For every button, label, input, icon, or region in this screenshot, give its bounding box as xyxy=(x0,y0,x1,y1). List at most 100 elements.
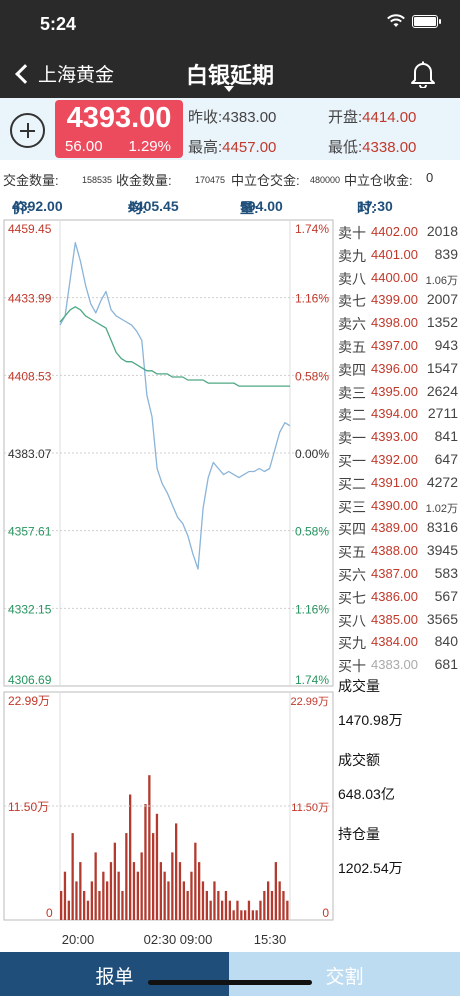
volume-bar xyxy=(106,881,109,920)
order-book-side: 卖一 xyxy=(338,430,366,447)
wifi-icon xyxy=(387,14,405,27)
volume-bar xyxy=(186,891,189,920)
receive-qty-label: 收金数量: xyxy=(116,173,172,188)
volume-bar xyxy=(144,804,147,920)
average-line xyxy=(59,306,290,387)
page-title[interactable]: 白银延期 xyxy=(185,63,274,88)
bell-icon[interactable] xyxy=(410,60,436,88)
volume-bar xyxy=(94,852,97,920)
volume-bar xyxy=(152,833,155,920)
order-book-price: 4384.00 xyxy=(371,634,418,650)
delivery-button[interactable]: 交割 xyxy=(229,952,460,996)
order-book-volume: 840 xyxy=(434,633,458,650)
volume-label: 成交量 xyxy=(338,678,380,694)
volume-bar xyxy=(224,891,228,920)
volume-value: 1470.98万 xyxy=(338,712,403,728)
order-book-volume: 3565 xyxy=(426,610,458,627)
pct-tick-label: 1.74% xyxy=(295,673,329,687)
order-book-row: 买三 4390.00 1.02万 xyxy=(336,494,460,517)
neutral-delivery-label: 中立仓交金: xyxy=(231,173,300,188)
order-book-row: 买五 4388.00 3945 xyxy=(336,539,460,562)
order-book-side: 卖九 xyxy=(338,247,366,264)
order-button[interactable]: 报单 xyxy=(0,952,229,996)
volume-bar xyxy=(217,891,220,920)
volume-bar xyxy=(198,862,201,920)
volume-bar xyxy=(278,881,281,920)
volume-bar xyxy=(209,900,212,920)
order-book-side: 卖二 xyxy=(338,407,366,424)
order-book-price: 4390.00 xyxy=(371,497,418,513)
receive-qty: 170475 xyxy=(195,175,226,185)
order-book-volume: 943 xyxy=(434,337,458,353)
order-book-row: 买六 4387.00 583 xyxy=(336,562,460,585)
order-book-volume: 1352 xyxy=(426,314,458,331)
delivery-qty: 158535 xyxy=(82,175,113,185)
order-book-row: 卖八 4400.00 1.06万 xyxy=(336,266,460,289)
order-book-price: 4391.00 xyxy=(371,474,418,490)
open-price: 开盘:4414.00 xyxy=(328,109,417,126)
order-book-row: 买八 4385.00 3565 xyxy=(336,608,460,631)
price-tick-label: 4408.53 xyxy=(8,369,52,383)
order-book-row: 卖十 4402.00 2018 xyxy=(336,220,460,243)
volume-bar xyxy=(267,881,270,920)
delivery-stats: 交金数量: 158535 收金数量: 170475 中立仓交金: 480000 … xyxy=(0,166,460,192)
pct-tick-label: 1.16% xyxy=(295,602,329,616)
order-book-side: 买二 xyxy=(338,475,366,492)
status-icons xyxy=(386,14,441,28)
volume-bar xyxy=(270,891,274,920)
order-book-row: 买十 4383.00 681 xyxy=(336,653,460,676)
volume-bar xyxy=(86,900,90,920)
add-watchlist-button[interactable] xyxy=(10,113,45,148)
volume-bar xyxy=(259,900,262,920)
amount-label: 成交额 xyxy=(338,752,380,768)
order-book-price: 4397.00 xyxy=(371,338,418,353)
order-book-price: 4395.00 xyxy=(371,383,418,399)
order-book-side: 卖五 xyxy=(338,339,366,355)
order-book-volume: 841 xyxy=(434,428,458,445)
order-book-side: 买三 xyxy=(338,498,366,515)
order-book-row: 买四 4389.00 8316 xyxy=(336,516,460,539)
intraday-chart[interactable]: 4459.45 1.74% 4433.99 1.16% 4408.53 0.58% 4383… xyxy=(0,218,335,950)
volume-bar xyxy=(190,871,193,920)
bottom-bar: 报单 交割 xyxy=(0,952,460,996)
order-book-row: 买九 4384.00 840 xyxy=(336,630,460,653)
order-book-row: 卖七 4399.00 2007 xyxy=(336,288,460,311)
order-book-side: 买十 xyxy=(338,658,366,675)
order-book-volume: 1.02万 xyxy=(425,502,458,515)
top-bar: 5:24 上海黄金 白银延期 xyxy=(0,0,460,98)
volume-bar xyxy=(205,891,208,920)
order-book-side: 卖十 xyxy=(338,225,366,241)
order-book: 卖十 4402.00 2018 卖九 4401.00 839 卖八 4400.00 1.06万卖… xyxy=(336,218,460,674)
caret-down-icon[interactable] xyxy=(224,86,234,92)
pct-tick-label: 1.74% xyxy=(295,222,329,236)
order-book-price: 4396.00 xyxy=(371,360,418,376)
order-book-side: 买七 xyxy=(338,589,366,606)
volume-bar xyxy=(109,862,113,920)
price-tick-label: 4357.61 xyxy=(8,525,52,539)
time-tick-label: 15:30 xyxy=(254,932,287,947)
volume-bar xyxy=(221,900,224,920)
price-change-pct: 1.29% xyxy=(128,138,171,155)
pct-tick-label: 0.58% xyxy=(295,525,329,539)
order-book-price: 4393.00 xyxy=(371,429,418,445)
volume-bar xyxy=(232,910,235,920)
order-book-row: 卖四 4396.00 1547 xyxy=(336,357,460,380)
order-book-row: 买二 4391.00 4272 xyxy=(336,471,460,494)
home-indicator[interactable] xyxy=(148,980,312,985)
volume-bar xyxy=(121,891,124,920)
time-tick-label: 02:30 09:00 xyxy=(144,932,213,947)
crosshair-info: 价: 4392.00 均: 4405.45 量: 594.00 时: 17:30 xyxy=(12,198,393,216)
volume-bar xyxy=(274,862,277,920)
back-button[interactable]: 上海黄金 xyxy=(12,60,114,87)
order-book-row: 买一 4392.00 647 xyxy=(336,448,460,471)
price-line xyxy=(59,242,291,570)
neutral-receive-label: 中立仓收金: xyxy=(344,173,413,188)
order-book-side: 买八 xyxy=(338,612,366,629)
neutral-receive: 0 xyxy=(426,170,434,185)
order-book-volume: 8316 xyxy=(426,519,458,536)
price-tick-label: 4433.99 xyxy=(8,292,52,306)
volume-bar xyxy=(201,881,205,920)
prev-close: 昨收:4383.00 xyxy=(188,109,277,126)
order-book-volume: 2007 xyxy=(426,291,458,308)
order-book-row: 买七 4386.00 567 xyxy=(336,585,460,608)
